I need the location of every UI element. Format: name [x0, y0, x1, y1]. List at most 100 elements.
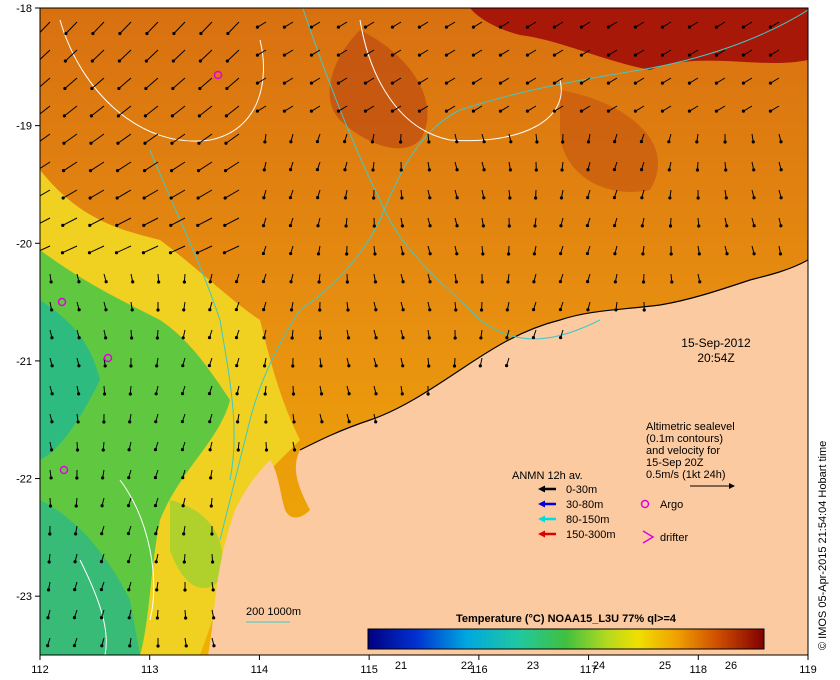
- velocity-arrowhead: [417, 25, 422, 29]
- velocity-arrow: [689, 77, 699, 84]
- velocity-arrow: [143, 245, 159, 254]
- velocity-arrowhead: [128, 392, 132, 396]
- velocity-arrow: [365, 49, 375, 56]
- velocity-arrowhead: [399, 168, 403, 172]
- map-date: 15-Sep-2012: [681, 336, 751, 350]
- velocity-arrowhead: [633, 53, 638, 57]
- velocity-arrowhead: [154, 392, 158, 396]
- velocity-arrow: [118, 77, 132, 89]
- velocity-arrowhead: [288, 195, 293, 200]
- velocity-arrowhead: [184, 644, 188, 648]
- velocity-arrowhead: [687, 53, 692, 57]
- velocity-arrow: [689, 21, 699, 28]
- velocity-arrow: [117, 133, 132, 144]
- velocity-arrowhead: [667, 140, 671, 144]
- velocity-arrowhead: [292, 448, 297, 452]
- colorbar-tick-label: 25: [659, 660, 671, 672]
- velocity-arrow: [419, 21, 429, 28]
- velocity-arrow: [446, 105, 456, 112]
- velocity-arrow: [257, 105, 267, 112]
- velocity-arrowhead: [370, 140, 375, 144]
- velocity-arrowhead: [660, 81, 665, 85]
- velocity-arrow: [146, 49, 159, 62]
- velocity-arrow: [608, 49, 618, 56]
- velocity-arrow: [716, 49, 726, 56]
- velocity-arrowhead: [687, 109, 692, 113]
- velocity-arrow: [662, 105, 672, 112]
- velocity-arrowhead: [289, 252, 293, 256]
- velocity-arrow: [473, 49, 483, 56]
- velocity-arrowhead: [344, 224, 348, 228]
- velocity-arrowhead: [61, 196, 65, 200]
- velocity-arrowhead: [46, 616, 50, 620]
- velocity-arrowhead: [779, 196, 783, 200]
- velocity-arrowhead: [309, 25, 314, 29]
- lon-tick-label: 115: [360, 664, 378, 676]
- velocity-arrowhead: [506, 280, 510, 284]
- velocity-arrow: [662, 21, 672, 28]
- velocity-arrowhead: [153, 504, 158, 508]
- velocity-arrowhead: [417, 53, 422, 57]
- lon-tick-label: 118: [690, 664, 708, 676]
- velocity-arrowhead: [180, 419, 185, 424]
- velocity-arrowhead: [182, 280, 186, 284]
- warm-eddy-east: [560, 90, 658, 192]
- velocity-arrow: [554, 49, 564, 56]
- plot-area: [35, 8, 808, 655]
- velocity-arrowhead: [155, 588, 159, 592]
- velocity-arrowhead: [363, 109, 368, 113]
- velocity-arrowhead: [89, 141, 93, 145]
- velocity-arrowhead: [262, 168, 266, 172]
- velocity-arrowhead: [226, 31, 230, 36]
- velocity-arrowhead: [115, 169, 120, 173]
- velocity-arrowhead: [347, 420, 351, 424]
- velocity-arrowhead: [61, 169, 66, 173]
- velocity-arrow: [89, 189, 105, 199]
- velocity-arrowhead: [478, 364, 482, 368]
- velocity-arrow: [116, 189, 132, 199]
- velocity-arrowhead: [255, 81, 260, 85]
- velocity-arrowhead: [779, 140, 783, 144]
- velocity-arrowhead: [170, 114, 175, 118]
- velocity-arrowhead: [531, 308, 536, 312]
- velocity-arrowhead: [127, 616, 131, 620]
- velocity-arrowhead: [47, 560, 51, 564]
- altimetry-line-3: and velocity for: [646, 445, 720, 457]
- altimetry-note: Altimetric sealevel (0.1m contours) and …: [646, 421, 735, 489]
- velocity-arrowhead: [345, 280, 349, 284]
- velocity-arrow: [144, 161, 159, 172]
- velocity-arrow: [172, 105, 186, 117]
- velocity-arrowhead: [48, 532, 52, 536]
- velocity-arrowhead: [208, 308, 212, 312]
- velocity-arrowhead: [768, 25, 773, 29]
- velocity-arrowhead: [264, 448, 269, 452]
- velocity-arrowhead: [50, 392, 54, 396]
- velocity-arrowhead: [612, 195, 617, 200]
- plot-frame: [39, 7, 809, 656]
- velocity-arrowhead: [606, 109, 611, 113]
- velocity-arrow: [200, 49, 213, 62]
- isobath-1000m: [219, 9, 808, 541]
- colorbar-scale: [367, 628, 765, 650]
- velocity-arrowhead: [126, 560, 131, 564]
- anmn-legend: ANMN 12h av. 0-30m 30-80m 80-150m 150-300m: [512, 470, 616, 541]
- velocity-arrowhead: [481, 252, 485, 256]
- velocity-arrowhead: [741, 109, 746, 113]
- velocity-arrowhead: [212, 644, 216, 648]
- velocity-arrow: [40, 245, 51, 252]
- velocity-arrowhead: [372, 196, 376, 200]
- velocity-arrow: [689, 105, 699, 112]
- warm-water-region: [470, 8, 808, 70]
- velocity-arrowhead: [35, 196, 38, 199]
- velocity-arrowhead: [453, 336, 457, 340]
- velocity-arrow: [392, 49, 402, 56]
- velocity-arrowhead: [778, 252, 783, 256]
- velocity-arrow: [171, 133, 186, 144]
- velocity-arrow: [226, 105, 240, 117]
- velocity-arrowhead: [374, 420, 378, 424]
- velocity-arrowhead: [262, 308, 266, 312]
- velocity-arrowhead: [101, 448, 105, 452]
- velocity-arrowhead: [640, 196, 644, 200]
- velocity-arrowhead: [347, 364, 351, 368]
- velocity-arrowhead: [585, 280, 590, 284]
